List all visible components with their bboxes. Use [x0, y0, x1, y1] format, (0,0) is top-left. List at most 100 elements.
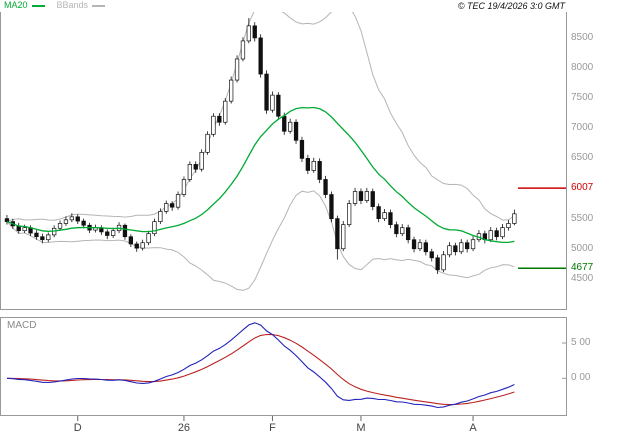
price-axis-label: 5000	[571, 242, 594, 254]
candle-body	[447, 245, 452, 256]
candle-body	[394, 224, 399, 235]
price-axis-label: 7000	[571, 122, 594, 134]
price-axis-label: 8000	[571, 62, 594, 74]
candle-body	[288, 121, 293, 132]
candle-body	[229, 79, 234, 102]
candle-body	[453, 245, 458, 253]
candle-body	[122, 224, 128, 238]
candle-body	[512, 213, 517, 224]
macd-pane-label: MACD	[7, 320, 37, 331]
candle-body	[417, 242, 423, 250]
candle-body	[170, 203, 175, 208]
price-axis-label: 6500	[571, 152, 594, 164]
price-axis: 8500 8000 7500 7000 6500 5500 5000 4500 6007 4677…	[569, 0, 627, 440]
candle-body	[75, 216, 80, 222]
candle-body	[152, 221, 157, 235]
candle-body	[181, 179, 187, 195]
candle-body	[400, 227, 405, 235]
candle-body	[81, 220, 86, 226]
candle-body	[293, 121, 299, 141]
price-axis-label: 5500	[571, 212, 594, 224]
candle-body	[423, 242, 428, 253]
candle-body	[305, 158, 310, 171]
candle-body	[470, 239, 476, 250]
ma20-line-swatch-icon	[31, 4, 45, 7]
resistance-level-label: 6007	[571, 182, 594, 194]
candle-body	[4, 218, 10, 222]
indicator-legend: MA20 BBands	[4, 0, 106, 11]
x-axis-tick-label: A	[469, 422, 477, 434]
candle-body	[282, 115, 287, 132]
bollinger-lower-line	[6, 190, 515, 291]
candle-body	[110, 230, 116, 236]
candle-body	[411, 239, 417, 250]
candle-body	[299, 139, 305, 159]
candle-body	[352, 191, 358, 204]
candle-body	[376, 206, 381, 219]
ma20-line	[6, 106, 515, 244]
candle-body	[441, 254, 446, 271]
candle-body	[246, 25, 252, 42]
candle-body	[317, 161, 322, 180]
candle-body	[494, 230, 499, 238]
candle-body	[341, 224, 346, 250]
candle-body	[270, 94, 275, 111]
candle-body	[146, 233, 151, 244]
candle-body	[252, 25, 257, 39]
candle-body	[323, 179, 328, 195]
bollinger-upper-line	[6, 12, 515, 223]
macd-axis-label: 5 00	[571, 337, 591, 349]
macd-line	[6, 322, 515, 409]
candlestick-series	[4, 18, 517, 275]
candle-body	[69, 216, 75, 221]
candle-body	[105, 231, 110, 236]
candle-body	[128, 236, 134, 245]
candle-body	[358, 191, 364, 201]
candle-body	[205, 133, 210, 153]
candle-body	[217, 115, 222, 123]
candle-body	[223, 100, 228, 123]
candle-body	[211, 115, 216, 135]
candle-body	[435, 257, 440, 271]
candle-body	[370, 191, 375, 207]
candle-body	[506, 223, 511, 229]
legend-bbands-label: BBands	[56, 0, 89, 10]
candle-body	[335, 218, 340, 250]
candle-body	[347, 203, 352, 226]
macd-signal-line	[6, 333, 515, 406]
candle-body	[264, 73, 269, 111]
candle-body	[134, 243, 139, 249]
price-axis-label: 7500	[571, 92, 594, 104]
candle-body	[158, 211, 163, 222]
candle-body	[329, 194, 334, 219]
candle-body	[40, 236, 45, 241]
x-axis-tick-label: 26	[177, 422, 191, 434]
legend-ma20-label: MA20	[4, 0, 28, 10]
candle-body	[140, 242, 145, 249]
price-axis-label: 8500	[571, 31, 594, 43]
x-axis-tick-label: D	[73, 422, 82, 434]
candle-body	[382, 212, 387, 219]
candle-body	[459, 242, 464, 253]
candle-body	[258, 37, 263, 75]
candle-body	[388, 212, 393, 226]
macd-axis-label: 0 00	[571, 372, 591, 384]
candle-body	[164, 203, 169, 212]
candle-body	[311, 161, 316, 171]
candle-body	[429, 251, 434, 259]
x-axis-tick-label: M	[356, 422, 366, 434]
candle-body	[57, 223, 63, 229]
candle-body	[276, 94, 281, 117]
bbands-line-swatch-icon	[92, 4, 106, 7]
candle-body	[63, 219, 69, 224]
candle-body	[234, 58, 240, 81]
candle-body	[465, 242, 470, 250]
candle-body	[364, 191, 369, 201]
candle-body	[406, 227, 411, 241]
support-level-label: 4677	[571, 262, 594, 274]
candle-body	[175, 194, 181, 208]
copyright-text: © TEC 19/4/2026 3:0 GMT	[457, 1, 565, 11]
candle-body	[22, 227, 27, 232]
candle-body	[187, 164, 193, 180]
